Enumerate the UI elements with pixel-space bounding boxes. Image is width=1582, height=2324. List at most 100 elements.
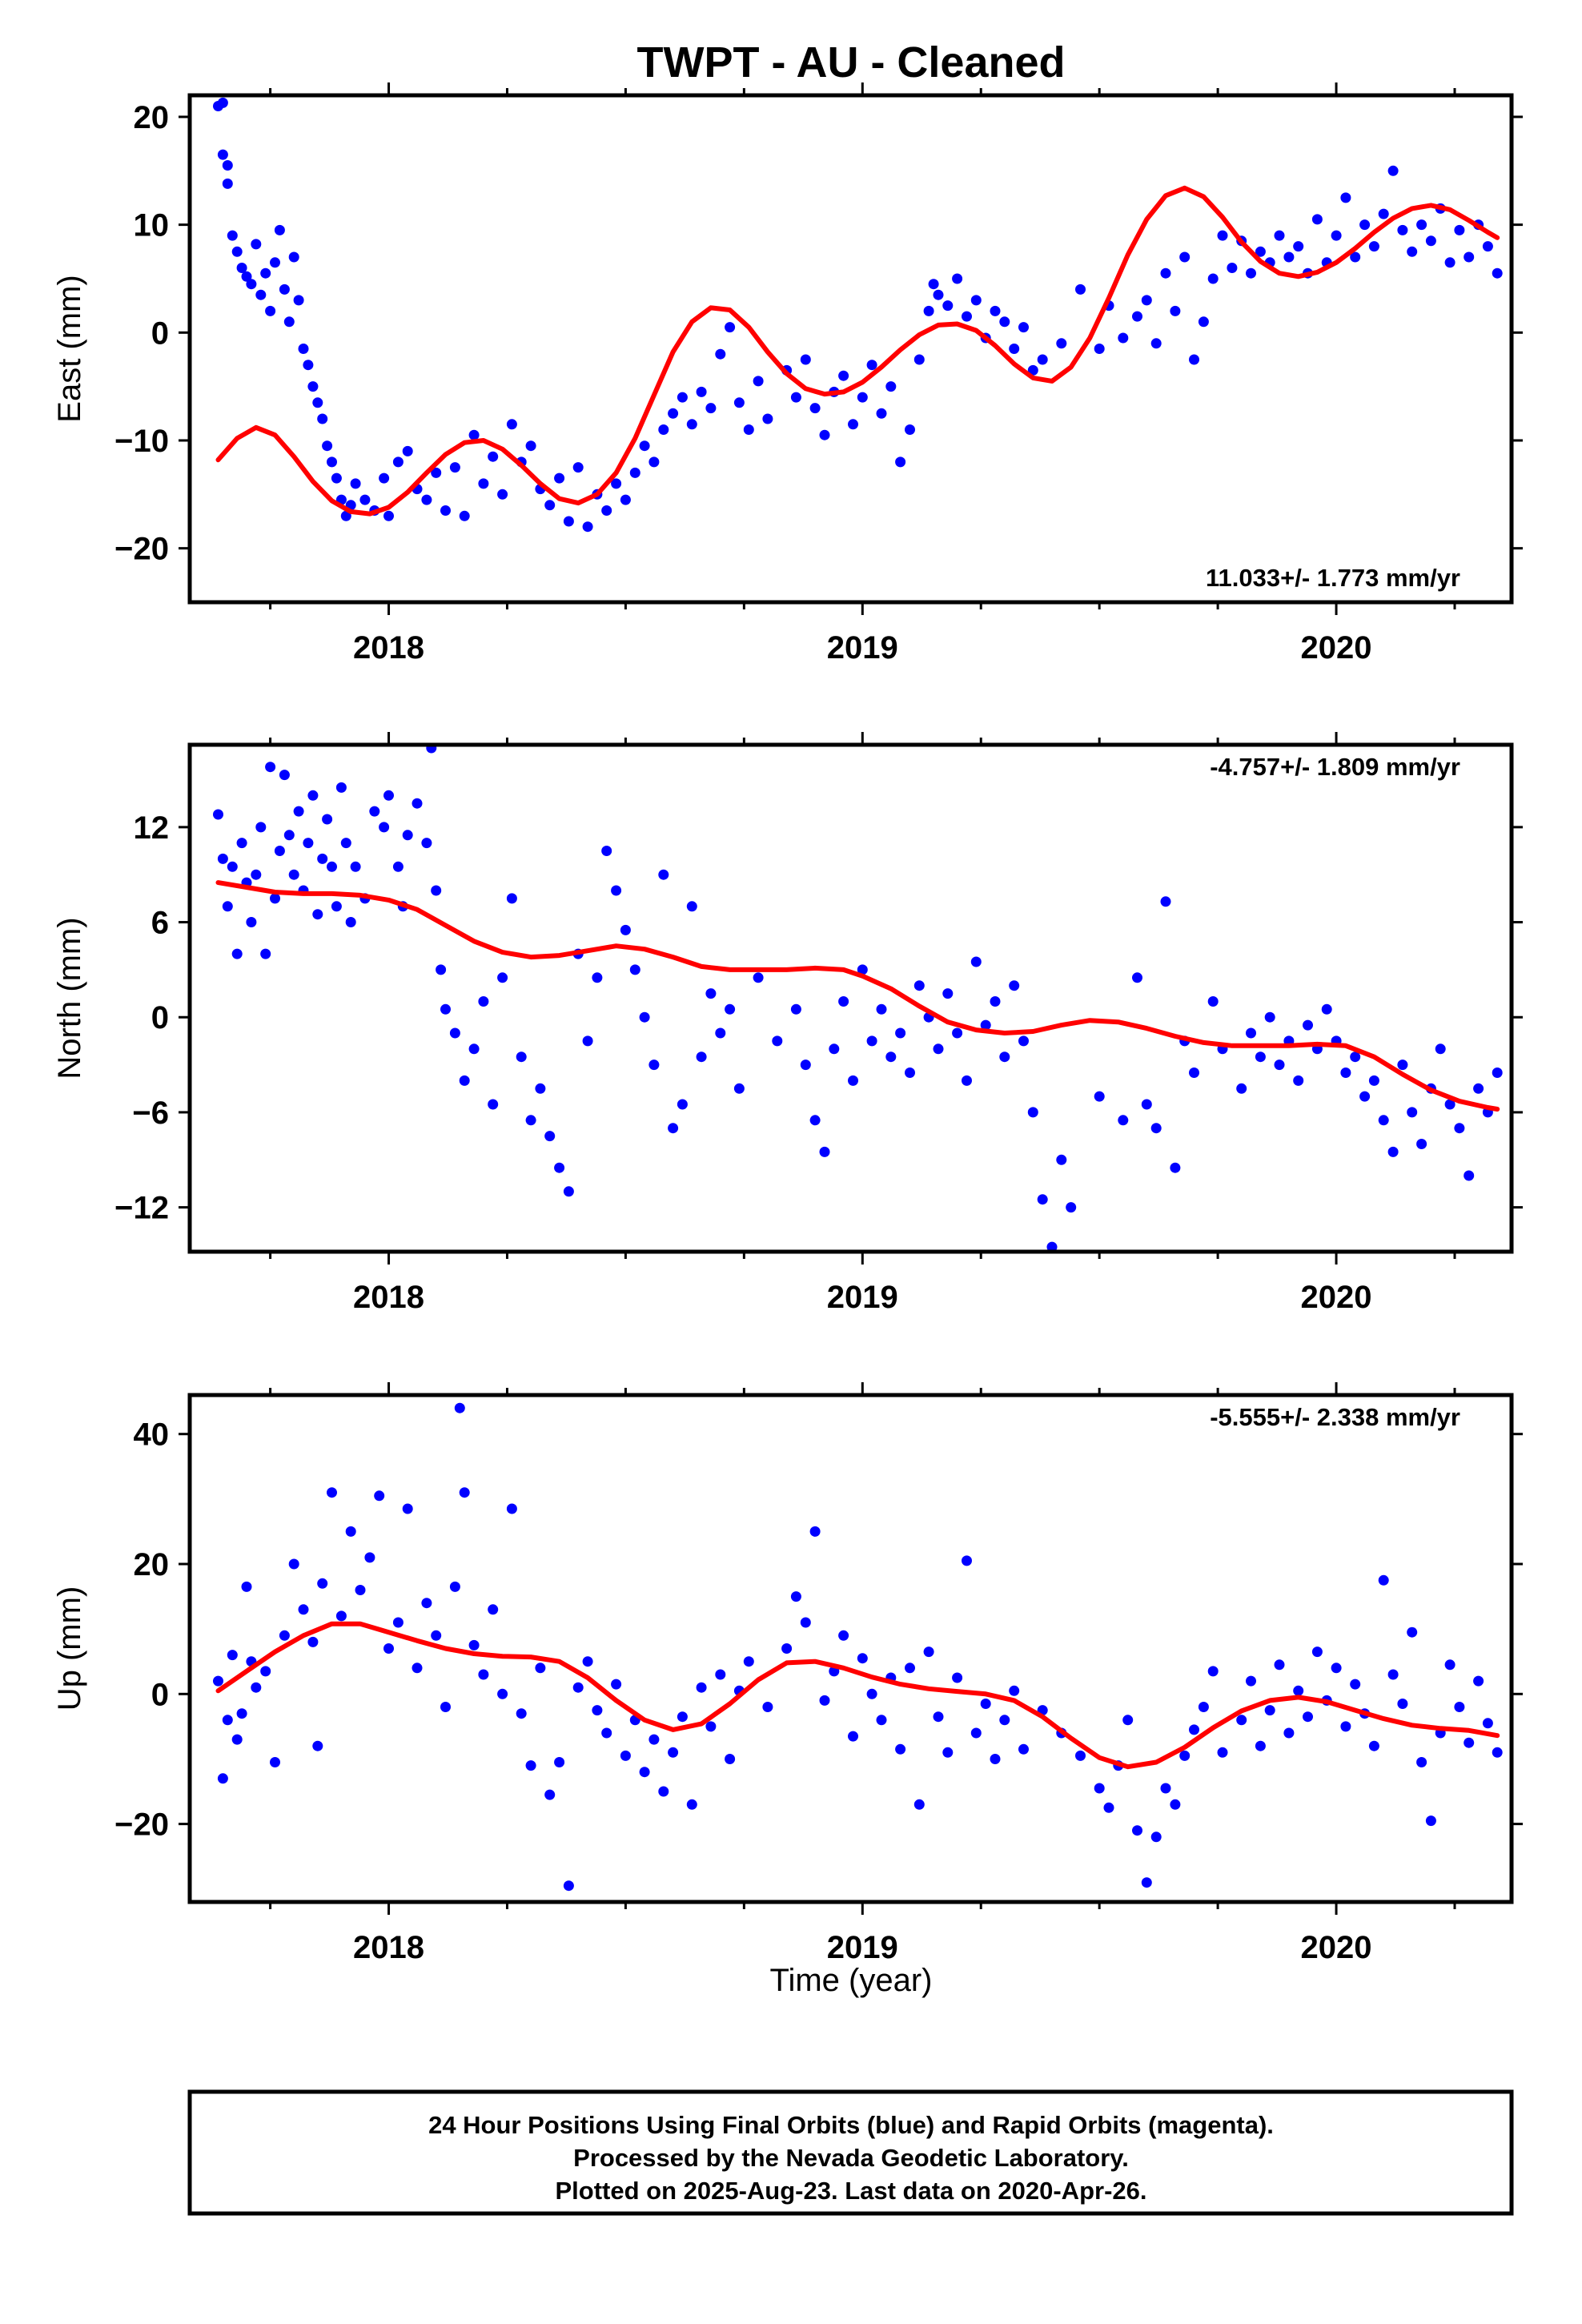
data-point	[1150, 1123, 1162, 1134]
data-point	[1027, 1107, 1038, 1118]
data-point	[331, 472, 342, 484]
y-tick-label: 40	[134, 1417, 170, 1453]
data-point	[1189, 1724, 1199, 1735]
data-point	[1217, 1747, 1228, 1758]
data-point	[227, 1650, 238, 1661]
data-point	[260, 1666, 271, 1677]
data-point	[1018, 1743, 1029, 1755]
data-point	[1255, 1051, 1266, 1063]
data-point	[298, 1604, 309, 1615]
data-point	[857, 392, 868, 403]
data-point	[686, 901, 697, 912]
panel-2: −12 −6 0 6 12 2018 2019 2020 North (mm) -4.757+/-…	[52, 732, 1523, 1315]
data-point	[506, 1503, 517, 1514]
rate-annotation: -5.555+/- 2.338 mm/yr	[1210, 1403, 1460, 1431]
data-point	[923, 1647, 934, 1658]
data-point	[1293, 1075, 1304, 1086]
data-point	[1056, 338, 1067, 349]
data-point	[696, 1682, 707, 1693]
data-point	[231, 246, 243, 257]
data-point	[970, 956, 982, 967]
data-point	[340, 510, 351, 521]
data-point	[283, 316, 295, 328]
data-point	[449, 462, 460, 473]
data-point	[1407, 1107, 1418, 1118]
data-point	[772, 1035, 783, 1047]
data-point	[829, 1043, 840, 1055]
data-point	[1274, 230, 1285, 241]
data-point	[753, 376, 764, 387]
data-point	[990, 305, 1001, 316]
data-point	[270, 1757, 280, 1767]
data-point	[677, 1099, 688, 1110]
data-point	[506, 893, 517, 904]
data-point	[231, 948, 243, 959]
data-point	[1189, 354, 1199, 365]
data-point	[359, 494, 371, 505]
data-point	[686, 1799, 697, 1810]
y-axis-label: North (mm)	[52, 917, 87, 1079]
data-point	[1378, 1115, 1389, 1126]
data-point	[620, 494, 631, 505]
data-point	[449, 1027, 460, 1039]
data-point	[592, 1705, 603, 1716]
data-point	[933, 289, 944, 300]
data-point	[1378, 208, 1389, 219]
data-point	[705, 988, 717, 999]
data-point	[317, 853, 328, 864]
data-point	[620, 924, 631, 935]
data-point	[1350, 1679, 1361, 1690]
data-point	[355, 1585, 366, 1595]
data-point	[1387, 1669, 1399, 1680]
chart-title: TWPT - AU - Cleaned	[637, 38, 1066, 86]
data-point	[582, 521, 593, 533]
data-point	[1264, 1705, 1275, 1716]
x-tick-label: 2019	[827, 1930, 898, 1965]
data-point	[488, 1604, 499, 1615]
data-point	[1246, 1675, 1256, 1687]
data-point	[705, 1721, 717, 1732]
data-points	[213, 1402, 1503, 1892]
model-fit-line	[215, 185, 1500, 517]
data-point	[790, 1591, 801, 1602]
data-point	[582, 1035, 593, 1047]
data-point	[629, 964, 640, 975]
data-point	[497, 489, 508, 500]
data-point	[885, 381, 897, 392]
data-point	[392, 861, 404, 872]
data-point	[303, 838, 314, 849]
data-point	[1037, 1194, 1048, 1205]
x-axis-label: Time (year)	[770, 1963, 933, 1998]
data-point	[725, 1003, 736, 1015]
footer-line-3: Plotted on 2025-Aug-23. Last data on 202…	[555, 2177, 1146, 2205]
data-point	[516, 1708, 527, 1719]
data-point	[478, 996, 489, 1007]
data-point	[213, 809, 223, 820]
data-point	[1141, 295, 1152, 306]
data-point	[1018, 322, 1029, 333]
data-point	[506, 419, 517, 430]
data-point	[231, 1734, 243, 1745]
data-points	[213, 745, 1503, 1252]
x-tick-label: 2018	[353, 1280, 424, 1315]
plot-frame	[187, 1393, 1514, 1904]
data-point	[1018, 1035, 1029, 1047]
data-point	[335, 782, 347, 793]
data-point	[1207, 1666, 1219, 1677]
data-point	[392, 456, 404, 468]
data-point	[402, 830, 413, 841]
data-point	[251, 869, 262, 880]
data-point	[601, 1727, 612, 1739]
data-point	[307, 790, 319, 801]
data-point	[753, 972, 764, 983]
data-point	[293, 295, 304, 306]
data-point	[260, 948, 271, 959]
data-points	[213, 97, 1503, 533]
data-point	[1075, 1750, 1086, 1761]
data-point	[246, 279, 257, 290]
data-point	[1132, 311, 1142, 322]
data-point	[1122, 1715, 1134, 1726]
data-point	[942, 988, 954, 999]
data-point	[1132, 1825, 1142, 1836]
data-point	[478, 1669, 489, 1680]
